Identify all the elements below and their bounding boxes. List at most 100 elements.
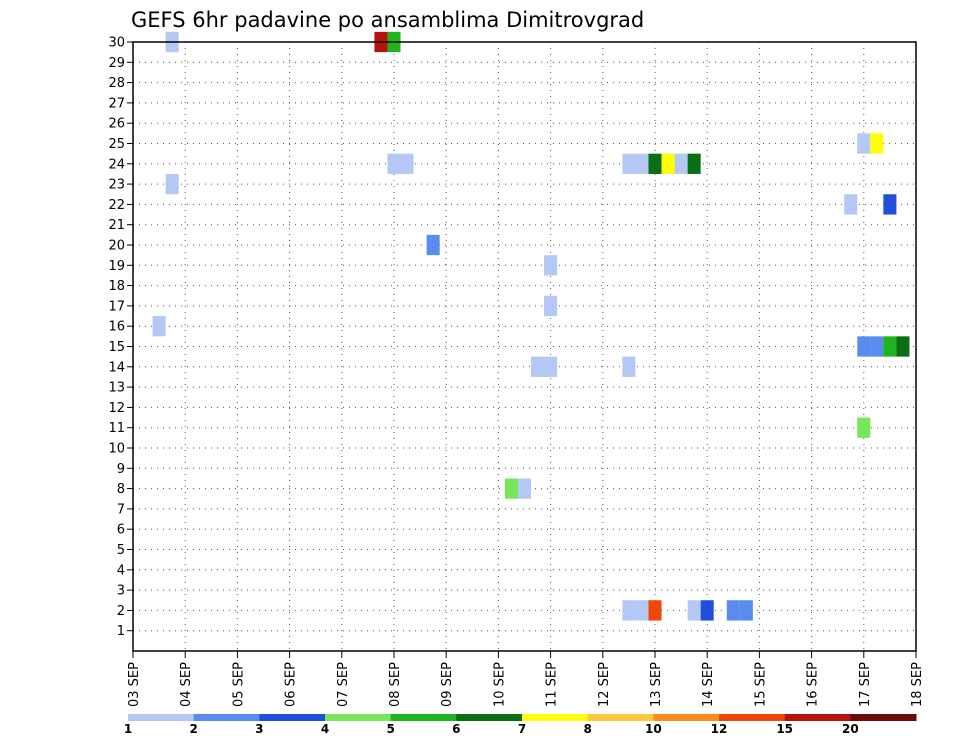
- y-tick-label: 6: [117, 523, 125, 538]
- colorbar-label: 4: [321, 722, 329, 736]
- colorbar-segment: [128, 714, 195, 721]
- y-tick-label: 1: [117, 624, 125, 639]
- precip-cell: [387, 153, 401, 174]
- colorbar-segment: [456, 714, 523, 721]
- precip-cell: [648, 153, 662, 174]
- colorbar-segment: [587, 714, 654, 721]
- colorbar-segment: [325, 714, 392, 721]
- colorbar-segment: [850, 714, 917, 721]
- y-tick-label: 29: [108, 56, 125, 71]
- y-tick-label: 21: [108, 218, 125, 233]
- y-tick-label: 14: [108, 360, 125, 375]
- plot-frame: [132, 41, 917, 652]
- y-tick-label: 8: [117, 482, 125, 497]
- precip-cell: [622, 153, 636, 174]
- precip-cell: [622, 600, 636, 621]
- x-tick-label: 11 SEP: [545, 662, 560, 707]
- colorbar-label: 7: [518, 722, 526, 736]
- precip-cell: [531, 356, 545, 377]
- colorbar-segment: [522, 714, 589, 721]
- grid-lines: [133, 41, 916, 651]
- precip-cell: [857, 336, 871, 357]
- y-tick-label: 4: [117, 563, 125, 578]
- colorbar-segment: [259, 714, 326, 721]
- y-tick-label: 16: [108, 320, 125, 335]
- y-tick-label: 18: [108, 279, 125, 294]
- y-tick-label: 24: [108, 157, 125, 172]
- y-tick-label: 3: [117, 584, 125, 599]
- colorbar-label: 8: [583, 722, 591, 736]
- x-tick-label: 13 SEP: [649, 662, 664, 707]
- colorbar-label: 5: [386, 722, 394, 736]
- colorbar-legend: 1 2 3 4 5 6 7 8 10 12 15 20: [124, 714, 917, 736]
- y-tick-label: 30: [108, 36, 125, 51]
- precip-cell: [687, 600, 701, 621]
- y-tick-label: 27: [108, 96, 125, 111]
- y-axis: 1234567891011121314151617181920212223242…: [108, 36, 133, 639]
- precip-cell: [400, 153, 414, 174]
- y-tick-label: 11: [108, 421, 125, 436]
- y-tick-label: 5: [117, 543, 125, 558]
- x-tick-label: 04 SEP: [179, 662, 194, 707]
- y-tick-label: 23: [108, 178, 125, 193]
- x-tick-label: 08 SEP: [388, 662, 403, 707]
- precip-cell: [870, 133, 884, 154]
- precip-cell: [544, 255, 558, 276]
- precip-cell: [844, 194, 858, 215]
- precip-cell: [739, 600, 753, 621]
- x-tick-label: 15 SEP: [753, 662, 768, 707]
- precip-cells: [152, 31, 910, 621]
- colorbar-label: 10: [645, 722, 662, 736]
- y-tick-label: 25: [108, 137, 125, 152]
- precip-cell: [687, 153, 701, 174]
- precip-cell: [635, 600, 649, 621]
- x-tick-label: 06 SEP: [284, 662, 299, 707]
- precip-cell: [648, 600, 662, 621]
- precip-cell: [165, 173, 179, 195]
- precip-cell: [517, 478, 532, 499]
- colorbar-label: 20: [842, 722, 859, 736]
- x-tick-label: 05 SEP: [231, 662, 246, 707]
- precip-cell: [674, 153, 688, 174]
- precip-cell: [700, 600, 714, 621]
- y-tick-label: 20: [108, 239, 125, 254]
- y-tick-label: 17: [108, 299, 125, 314]
- precip-cell: [726, 600, 740, 621]
- precip-cell: [426, 234, 440, 256]
- y-tick-label: 7: [117, 502, 125, 517]
- x-tick-label: 12 SEP: [597, 662, 612, 707]
- precip-cell: [661, 153, 675, 174]
- colorbar-segment: [193, 714, 260, 721]
- x-tick-label: 10 SEP: [492, 662, 507, 707]
- y-tick-label: 28: [108, 76, 125, 91]
- y-tick-label: 10: [108, 442, 125, 457]
- precip-cell: [635, 153, 649, 174]
- precip-cell: [870, 336, 884, 357]
- precip-cell: [504, 478, 518, 499]
- colorbar-label: 12: [711, 722, 728, 736]
- y-tick-label: 13: [108, 381, 125, 396]
- y-tick-label: 2: [117, 604, 125, 619]
- colorbar-segment: [653, 714, 720, 721]
- colorbar-label: 1: [124, 722, 132, 736]
- precip-cell: [883, 194, 897, 215]
- colorbar-label: 6: [452, 722, 460, 736]
- precip-cell: [883, 336, 897, 357]
- colorbar-label: 15: [776, 722, 793, 736]
- colorbar-segment: [719, 714, 786, 721]
- x-tick-label: 17 SEP: [858, 662, 873, 707]
- y-tick-label: 12: [108, 401, 125, 416]
- y-tick-label: 19: [108, 259, 125, 274]
- x-tick-label: 14 SEP: [701, 662, 716, 707]
- x-tick-label: 07 SEP: [336, 662, 351, 707]
- precip-cell: [544, 295, 558, 317]
- precip-cell: [857, 417, 871, 438]
- y-tick-label: 9: [117, 462, 125, 477]
- y-tick-label: 15: [108, 340, 125, 355]
- precip-cell: [857, 133, 871, 154]
- x-tick-label: 09 SEP: [440, 662, 455, 707]
- y-tick-label: 22: [108, 198, 125, 213]
- precip-cell: [622, 356, 636, 377]
- x-tick-label: 18 SEP: [910, 662, 925, 707]
